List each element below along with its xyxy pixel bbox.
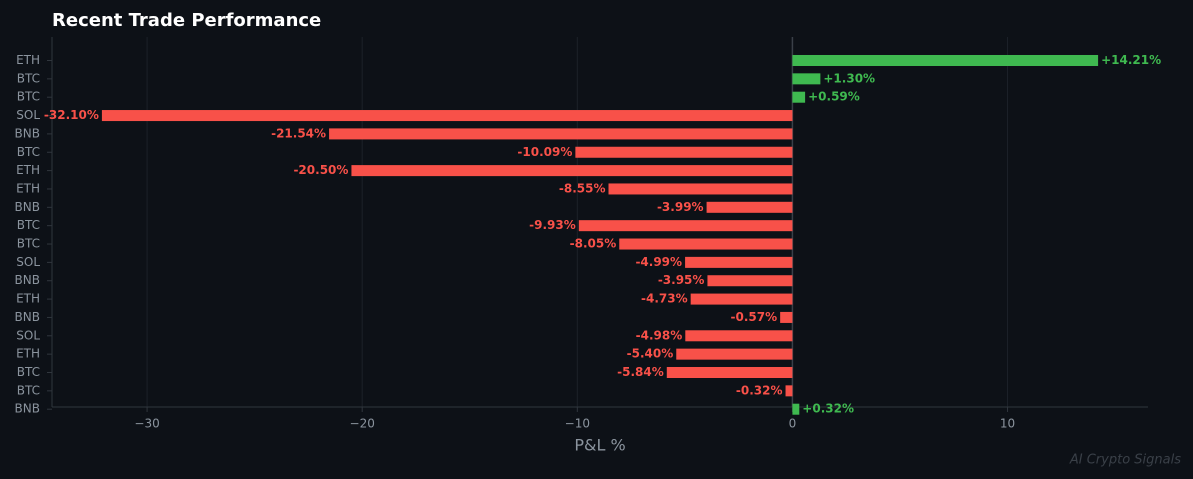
value-label: -4.98% — [636, 328, 683, 342]
value-label: -4.99% — [635, 255, 682, 269]
bar — [101, 110, 793, 122]
value-label: -5.84% — [617, 365, 664, 379]
x-tick-label: −20 — [350, 417, 375, 431]
value-label: +0.32% — [802, 402, 854, 416]
y-tick-label: BTC — [17, 218, 40, 232]
value-label: -32.10% — [44, 108, 99, 122]
y-tick-label: BTC — [17, 71, 40, 85]
bar — [676, 348, 793, 360]
bar — [785, 385, 793, 397]
bar — [792, 54, 1099, 66]
bar — [685, 330, 793, 342]
value-label: -21.54% — [271, 126, 326, 140]
value-label: -10.09% — [517, 145, 572, 159]
y-tick-label: BTC — [17, 145, 40, 159]
bar — [792, 91, 806, 103]
value-label: -8.55% — [559, 181, 606, 195]
bar — [706, 201, 793, 213]
y-tick-label: ETH — [16, 292, 40, 306]
y-tick-label: ETH — [16, 347, 40, 361]
bar — [329, 128, 793, 140]
bar — [351, 165, 793, 177]
value-label: -20.50% — [293, 163, 348, 177]
chart-title: Recent Trade Performance — [52, 10, 321, 31]
y-tick-label: BNB — [15, 273, 40, 287]
watermark: AI Crypto Signals — [1069, 453, 1181, 468]
bar — [707, 275, 793, 287]
bar — [780, 311, 793, 323]
y-tick-label: BNB — [15, 200, 40, 214]
y-tick-label: BTC — [17, 237, 40, 251]
bar — [685, 256, 793, 268]
bar — [792, 403, 800, 415]
value-label: +0.59% — [808, 90, 860, 104]
x-tick-label: −10 — [565, 417, 590, 431]
x-tick-label: −30 — [134, 417, 159, 431]
value-label: -3.99% — [657, 200, 704, 214]
bar — [608, 183, 793, 195]
bar — [619, 238, 793, 250]
x-axis-label: P&L % — [574, 436, 625, 455]
bar — [575, 146, 793, 158]
value-label: -4.73% — [641, 292, 688, 306]
bar — [666, 366, 793, 379]
value-label: -0.57% — [731, 310, 778, 324]
y-tick-label: SOL — [16, 108, 40, 122]
y-tick-label: BNB — [15, 402, 40, 416]
x-tick-label: 0 — [789, 417, 797, 431]
bar — [578, 220, 793, 232]
y-tick-label: ETH — [16, 53, 40, 67]
value-label: -8.05% — [570, 237, 617, 251]
value-label: +14.21% — [1101, 53, 1161, 67]
bar — [792, 73, 821, 85]
bar — [690, 293, 793, 305]
y-tick-label: ETH — [16, 181, 40, 195]
value-label: +1.30% — [823, 71, 875, 85]
y-tick-label: SOL — [16, 328, 40, 342]
x-tick-label: 10 — [1000, 417, 1015, 431]
value-label: -0.32% — [736, 383, 783, 397]
y-tick-label: BTC — [17, 90, 40, 104]
value-label: -5.40% — [627, 347, 674, 361]
y-tick-label: BTC — [17, 365, 40, 379]
y-tick-label: SOL — [16, 255, 40, 269]
value-label: -3.95% — [658, 273, 705, 287]
y-tick-label: ETH — [16, 163, 40, 177]
y-tick-label: BTC — [17, 383, 40, 397]
y-tick-label: BNB — [15, 310, 40, 324]
value-label: -9.93% — [529, 218, 576, 232]
y-tick-label: BNB — [15, 126, 40, 140]
